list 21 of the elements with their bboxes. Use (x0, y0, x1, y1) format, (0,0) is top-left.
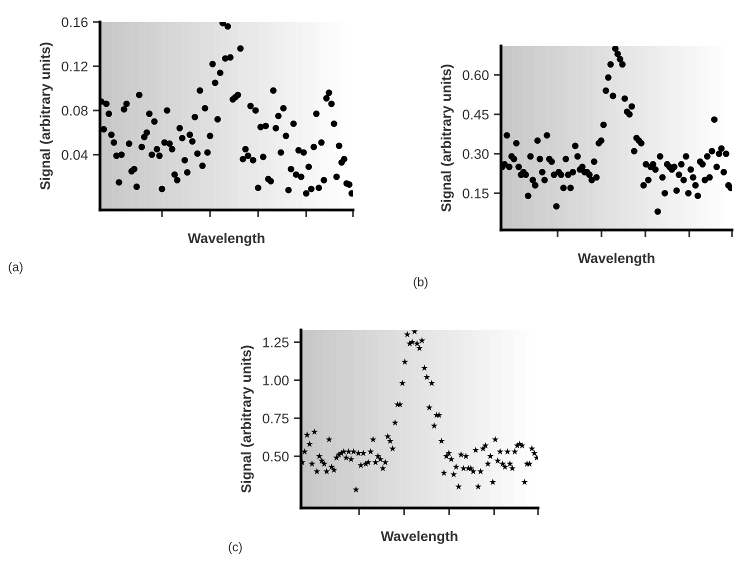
y-tick-label: 0.60 (462, 70, 489, 80)
x-axis-title: Wavelength (578, 252, 654, 266)
text: (a) (8, 262, 22, 274)
y-axis-title: Signal (arbitrary units) (240, 346, 254, 493)
y-tick-label: 0.75 (262, 414, 289, 424)
y-tick-label: 1.00 (263, 376, 289, 386)
y-tick-label: 0.45 (462, 110, 489, 120)
y-tick-label: 1.25 (263, 338, 289, 348)
y-tick-label: 0.04 (62, 150, 88, 160)
y-tick-label: 0.16 (62, 17, 88, 28)
y-tick-label: 0.12 (62, 62, 88, 72)
y-tick-label: 0.15 (462, 188, 489, 198)
y-tick-label: 0.30 (462, 149, 489, 159)
x-axis-title: Wavelength (380, 530, 458, 544)
y-axis-title: Signal (arbitrary units) (440, 64, 454, 212)
y-axis-title: Signal (arbitrary units) (40, 42, 53, 190)
text: (b) (414, 277, 428, 289)
y-tick-label: 0.50 (262, 452, 289, 462)
text: (c) (228, 542, 242, 554)
x-axis-title: Wavelength (188, 232, 264, 246)
y-tick-label: 0.08 (62, 106, 88, 116)
